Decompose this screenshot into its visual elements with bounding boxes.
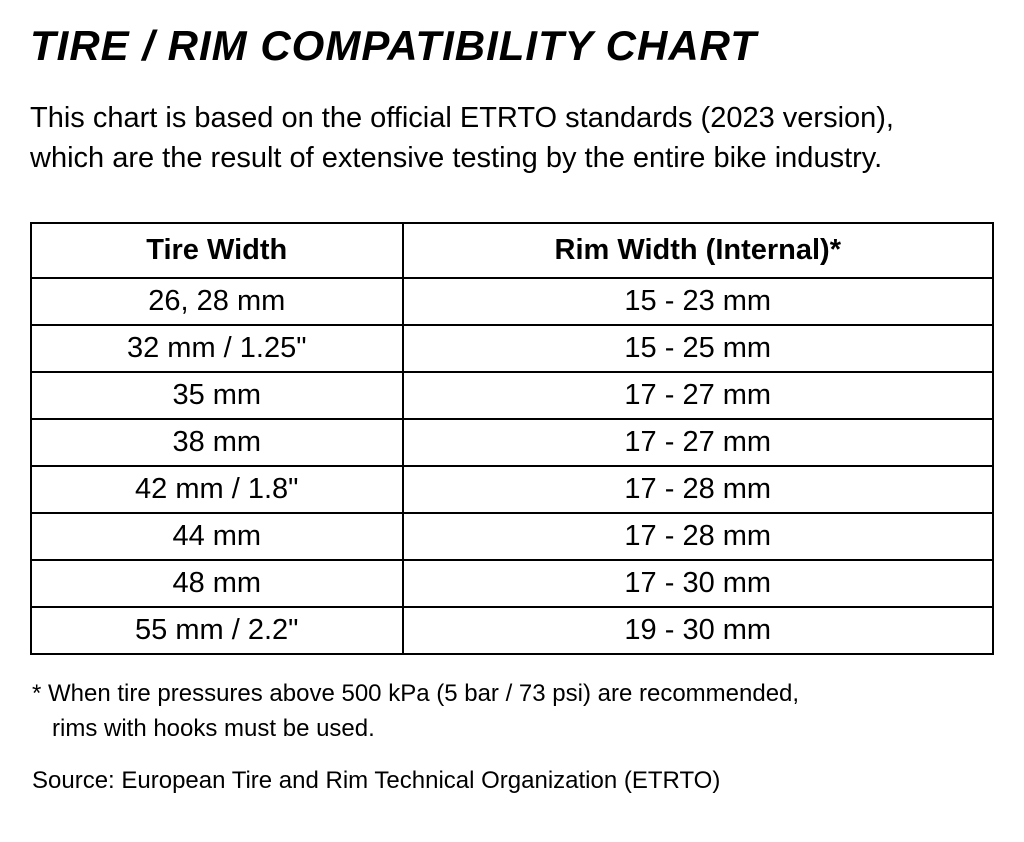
cell-tire-width: 42 mm / 1.8" <box>31 466 403 513</box>
table-row: 55 mm / 2.2" 19 - 30 mm <box>31 607 993 654</box>
table-row: 48 mm 17 - 30 mm <box>31 560 993 607</box>
cell-tire-width: 55 mm / 2.2" <box>31 607 403 654</box>
cell-tire-width: 26, 28 mm <box>31 278 403 325</box>
cell-tire-width: 48 mm <box>31 560 403 607</box>
table-row: 26, 28 mm 15 - 23 mm <box>31 278 993 325</box>
compatibility-table: Tire Width Rim Width (Internal)* 26, 28 … <box>30 222 994 655</box>
cell-rim-width: 15 - 23 mm <box>403 278 993 325</box>
cell-tire-width: 35 mm <box>31 372 403 419</box>
footnote-line2: rims with hooks must be used. <box>32 712 994 747</box>
footnote-line1: * When tire pressures above 500 kPa (5 b… <box>32 680 799 707</box>
table-header-row: Tire Width Rim Width (Internal)* <box>31 223 993 278</box>
table-row: 32 mm / 1.25" 15 - 25 mm <box>31 325 993 372</box>
column-header-tire-width: Tire Width <box>31 223 403 278</box>
chart-description: This chart is based on the official ETRT… <box>30 98 970 178</box>
table-row: 42 mm / 1.8" 17 - 28 mm <box>31 466 993 513</box>
cell-tire-width: 32 mm / 1.25" <box>31 325 403 372</box>
cell-tire-width: 44 mm <box>31 513 403 560</box>
cell-rim-width: 17 - 27 mm <box>403 372 993 419</box>
table-row: 35 mm 17 - 27 mm <box>31 372 993 419</box>
column-header-rim-width: Rim Width (Internal)* <box>403 223 993 278</box>
cell-rim-width: 17 - 30 mm <box>403 560 993 607</box>
cell-rim-width: 17 - 28 mm <box>403 513 993 560</box>
cell-rim-width: 15 - 25 mm <box>403 325 993 372</box>
cell-rim-width: 19 - 30 mm <box>403 607 993 654</box>
chart-title: TIRE / RIM COMPATIBILITY CHART <box>30 22 994 70</box>
footnote: * When tire pressures above 500 kPa (5 b… <box>30 677 994 747</box>
table-row: 44 mm 17 - 28 mm <box>31 513 993 560</box>
source-attribution: Source: European Tire and Rim Technical … <box>30 767 994 795</box>
table-row: 38 mm 17 - 27 mm <box>31 419 993 466</box>
cell-tire-width: 38 mm <box>31 419 403 466</box>
cell-rim-width: 17 - 28 mm <box>403 466 993 513</box>
cell-rim-width: 17 - 27 mm <box>403 419 993 466</box>
